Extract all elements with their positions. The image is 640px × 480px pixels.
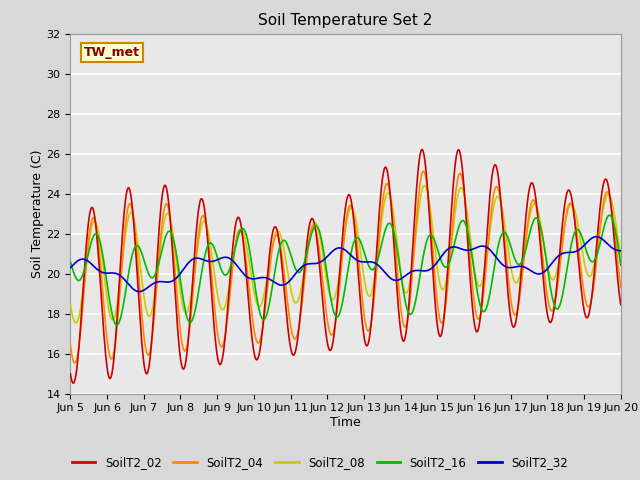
X-axis label: Time: Time xyxy=(330,416,361,429)
Title: Soil Temperature Set 2: Soil Temperature Set 2 xyxy=(259,13,433,28)
Legend: SoilT2_02, SoilT2_04, SoilT2_08, SoilT2_16, SoilT2_32: SoilT2_02, SoilT2_04, SoilT2_08, SoilT2_… xyxy=(67,452,573,474)
Y-axis label: Soil Temperature (C): Soil Temperature (C) xyxy=(31,149,44,278)
Text: TW_met: TW_met xyxy=(84,46,140,59)
